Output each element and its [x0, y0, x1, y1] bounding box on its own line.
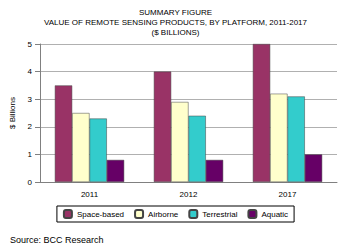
svg-text:SUMMARY FIGURE: SUMMARY FIGURE: [139, 8, 212, 17]
svg-text:3: 3: [28, 95, 33, 104]
svg-text:5: 5: [28, 40, 33, 49]
svg-text:2017: 2017: [279, 190, 297, 199]
svg-text:1: 1: [28, 150, 33, 159]
svg-text:0: 0: [28, 178, 33, 187]
svg-text:Source: BCC Research: Source: BCC Research: [10, 235, 104, 245]
svg-text:Terrestrial: Terrestrial: [202, 210, 237, 219]
svg-text:($ BILLIONS): ($ BILLIONS): [151, 28, 199, 37]
svg-text:VALUE OF REMOTE SENSING PRODUC: VALUE OF REMOTE SENSING PRODUCTS, BY PLA…: [44, 18, 308, 27]
svg-text:4: 4: [28, 67, 33, 76]
svg-text:Airborne: Airborne: [148, 210, 179, 219]
svg-text:Space-based: Space-based: [77, 210, 124, 219]
svg-text:Aquatic: Aquatic: [261, 210, 288, 219]
svg-text:2011: 2011: [81, 190, 99, 199]
svg-text:$ Billions: $ Billions: [8, 97, 17, 129]
svg-text:2012: 2012: [180, 190, 198, 199]
svg-text:2: 2: [28, 122, 33, 131]
